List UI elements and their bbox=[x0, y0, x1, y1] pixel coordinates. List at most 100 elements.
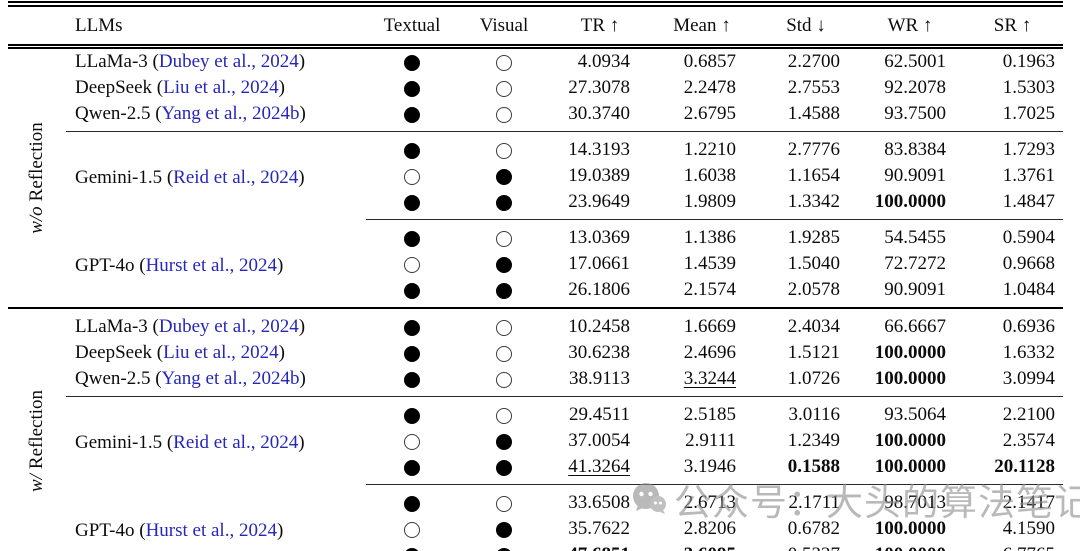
textual-indicator-circle bbox=[404, 459, 420, 476]
citation-link[interactable]: Reid et al., 2024 bbox=[173, 432, 299, 454]
visual-indicator-circle bbox=[496, 495, 512, 512]
citation-link[interactable]: Hurst et al., 2024 bbox=[145, 519, 277, 541]
visual-indicator-circle bbox=[496, 230, 512, 247]
cell-tr: 41.3264 bbox=[550, 454, 650, 485]
cell-tr: 14.3193 bbox=[568, 139, 630, 160]
header-row: LLMs Textual Visual TR ↑ Mean ↑ Std ↓ WR… bbox=[8, 4, 1063, 49]
cell-wr: 100.0000 bbox=[874, 342, 946, 363]
col-header-visual: Visual bbox=[458, 4, 550, 49]
model-name: DeepSeek ( bbox=[75, 77, 164, 98]
cell-visual bbox=[458, 454, 550, 485]
table-row: 37.0054 2.9111 1.2349 100.0000 2.3574 bbox=[8, 428, 1063, 454]
textual-indicator-circle bbox=[404, 547, 420, 551]
cell-tr: 38.9113 bbox=[550, 366, 650, 397]
cell-model-gpt4o: GPT-4o (Hurst et al., 2024) bbox=[66, 220, 366, 309]
section-label-word: Reflection bbox=[26, 122, 47, 202]
cell-mean: 2.6795 bbox=[650, 101, 754, 132]
section-label-prefix: w/ bbox=[26, 473, 47, 492]
table-row: 26.1806 2.1574 2.0578 90.9091 1.0484 bbox=[8, 277, 1063, 308]
visual-indicator-circle bbox=[496, 459, 512, 476]
cell-tr: 27.3078 bbox=[568, 77, 630, 98]
cell-model-deepseek: DeepSeek (Liu et al., 2024) bbox=[66, 340, 366, 366]
table-row: w/Reflection LLaMa-3 (Dubey et al., 2024… bbox=[8, 307, 1063, 551]
cell-std: 0.6782 bbox=[787, 518, 840, 539]
textual-indicator-circle bbox=[404, 407, 420, 424]
cell-mean: 3.6095 bbox=[650, 542, 754, 551]
citation-link[interactable]: Dubey et al., 2024 bbox=[158, 316, 299, 337]
citation-link[interactable]: Yang et al., 2024b bbox=[161, 103, 300, 124]
citation-link[interactable]: Reid et al., 2024 bbox=[173, 167, 299, 189]
cell-visual bbox=[458, 47, 550, 76]
visual-indicator-circle bbox=[496, 256, 512, 273]
cell-textual bbox=[366, 454, 458, 485]
cell-visual bbox=[458, 101, 550, 132]
group-label-w-reflection: w/Reflection bbox=[8, 307, 66, 551]
cell-textual bbox=[366, 397, 458, 429]
visual-indicator-circle bbox=[496, 371, 512, 388]
cell-tr: 35.7622 bbox=[568, 518, 630, 539]
visual-indicator-circle bbox=[496, 194, 512, 211]
table-row: Gemini-1.5 (Reid et al., 2024) 29.4511 2… bbox=[8, 397, 1063, 453]
cell-model-llama3: LLaMa-3 (Dubey et al., 2024) bbox=[66, 47, 366, 76]
cell-mean: 1.9809 bbox=[650, 189, 754, 220]
cell-visual bbox=[458, 220, 550, 252]
cell-sr: 0.9668 bbox=[1002, 253, 1055, 274]
cell-wr: 92.2078 bbox=[884, 77, 946, 98]
cell-mean: 0.6857 bbox=[683, 51, 736, 72]
visual-indicator-circle bbox=[496, 142, 512, 159]
citation-link[interactable]: Liu et al., 2024 bbox=[163, 77, 279, 98]
cell-model-deepseek: DeepSeek (Liu et al., 2024) bbox=[66, 75, 366, 101]
cell-std: 2.1711 bbox=[788, 492, 840, 513]
paren: ) bbox=[278, 342, 285, 363]
cell-textual bbox=[366, 163, 458, 189]
paren: ) bbox=[298, 316, 306, 337]
cell-mean: 2.6713 bbox=[683, 492, 736, 513]
cell-textual bbox=[366, 132, 458, 164]
model-name: DeepSeek ( bbox=[75, 342, 164, 363]
cell-wr: 66.6667 bbox=[858, 307, 962, 340]
cell-std: 1.5040 bbox=[787, 253, 840, 274]
cell-wr: 100.0000 bbox=[858, 189, 962, 220]
section-label-word: Reflection bbox=[26, 389, 47, 469]
cell-std: 3.0116 bbox=[788, 404, 840, 425]
textual-indicator-circle bbox=[404, 495, 420, 512]
llm-results-table: LLMs Textual Visual TR ↑ Mean ↑ Std ↓ WR… bbox=[8, 1, 1063, 551]
cell-tr: 23.9649 bbox=[550, 189, 650, 220]
cell-visual bbox=[458, 542, 550, 551]
model-name: LLaMa-3 ( bbox=[75, 316, 159, 337]
visual-indicator-circle bbox=[496, 168, 512, 185]
cell-std: 1.9285 bbox=[787, 227, 840, 248]
citation-link[interactable]: Hurst et al., 2024 bbox=[145, 254, 277, 276]
cell-sr: 0.1963 bbox=[1002, 51, 1055, 72]
cell-visual bbox=[458, 428, 550, 454]
cell-wr: 72.7272 bbox=[884, 253, 946, 274]
cell-visual bbox=[458, 251, 550, 277]
citation-link[interactable]: Liu et al., 2024 bbox=[163, 342, 279, 363]
citation-link[interactable]: Dubey et al., 2024 bbox=[158, 51, 299, 72]
cell-textual bbox=[366, 428, 458, 454]
cell-textual bbox=[366, 542, 458, 551]
col-header-wr: WR ↑ bbox=[858, 4, 962, 49]
model-name: Gemini-1.5 ( bbox=[75, 432, 174, 454]
cell-model-qwen: Qwen-2.5 (Yang et al., 2024b) bbox=[66, 366, 366, 397]
cell-wr: 100.0000 bbox=[858, 542, 962, 551]
citation-link[interactable]: Yang et al., 2024b bbox=[161, 368, 300, 389]
section-label-prefix: w/o bbox=[26, 206, 47, 234]
textual-indicator-circle bbox=[404, 371, 420, 388]
cell-sr: 1.4847 bbox=[962, 189, 1063, 220]
table-row: Qwen-2.5 (Yang et al., 2024b) 30.3740 2.… bbox=[8, 101, 1063, 132]
visual-indicator-circle bbox=[496, 106, 512, 123]
cell-textual bbox=[366, 366, 458, 397]
textual-indicator-circle bbox=[404, 106, 420, 123]
paren: ) bbox=[299, 103, 306, 124]
cell-mean: 1.2210 bbox=[683, 139, 736, 160]
cell-std: 1.1654 bbox=[787, 165, 840, 186]
cell-wr: 83.8384 bbox=[884, 139, 946, 160]
textual-indicator-circle bbox=[404, 345, 420, 362]
cell-sr: 0.5904 bbox=[1002, 227, 1055, 248]
cell-wr: 100.0000 bbox=[874, 518, 946, 539]
cell-sr: 1.7293 bbox=[1002, 139, 1055, 160]
cell-tr: 19.0389 bbox=[568, 165, 630, 186]
cell-wr: 90.9091 bbox=[884, 165, 946, 186]
